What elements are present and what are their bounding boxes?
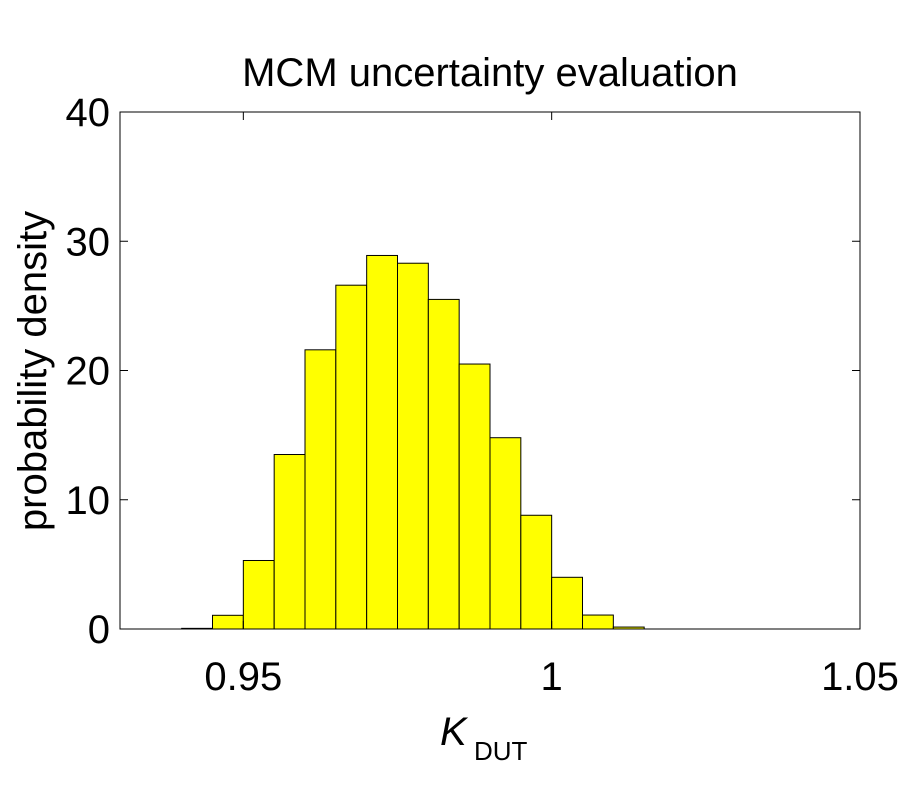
bars-group (181, 254, 645, 630)
histogram-bar (582, 614, 614, 630)
histogram-bar (335, 284, 368, 630)
histogram-bar (427, 298, 460, 630)
histogram-bar (489, 437, 522, 630)
histogram-bar (366, 254, 398, 630)
histogram-bar (273, 454, 306, 630)
histogram-bar (212, 614, 244, 630)
x-tick-label: 1.05 (821, 655, 899, 699)
histogram-bar (242, 559, 275, 630)
x-axis-label: K (440, 710, 469, 754)
y-axis-label: probability density (11, 211, 55, 531)
histogram-bar (304, 349, 337, 630)
x-axis-label-subscript: DUT (474, 736, 528, 766)
y-tick-label: 30 (66, 220, 111, 264)
x-tick-label: 1 (541, 655, 563, 699)
histogram-bar (397, 262, 429, 630)
x-tick-label: 0.95 (204, 655, 282, 699)
y-tick-label: 0 (88, 608, 110, 652)
ticks-group: 0.95 1 1.05 0 10 20 30 40 (66, 91, 899, 699)
y-tick-label: 20 (66, 350, 111, 394)
y-tick-label: 40 (66, 91, 111, 135)
histogram-bar (551, 576, 584, 630)
chart-title: MCM uncertainty evaluation (242, 51, 738, 95)
y-tick-label: 10 (66, 479, 111, 523)
histogram-bar (520, 514, 553, 630)
histogram-bar (458, 363, 491, 630)
